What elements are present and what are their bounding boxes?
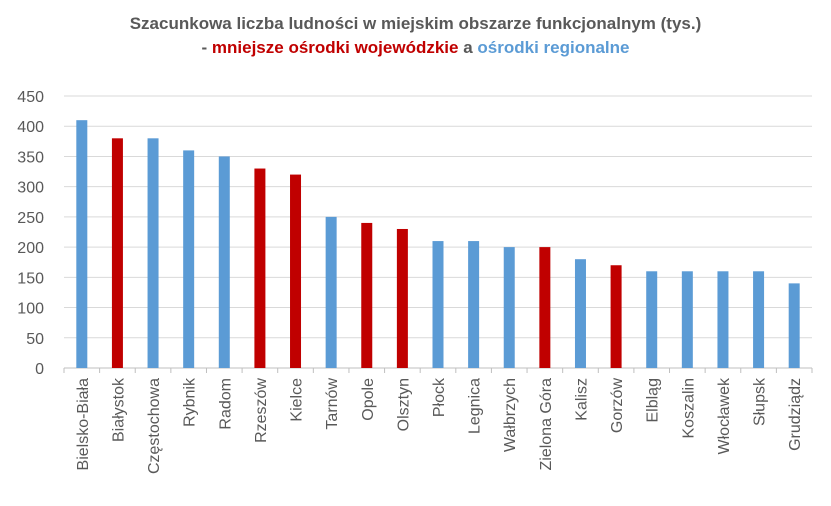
y-tick-label: 200 xyxy=(17,240,44,257)
x-tick-label: Radom xyxy=(217,378,234,430)
bar xyxy=(788,283,800,368)
x-tick-label: Słupsk xyxy=(752,377,769,426)
subtitle-red-text: mniejsze ośrodki wojewódzkie xyxy=(211,38,459,57)
x-tick-label: Tarnów xyxy=(324,378,341,430)
bar xyxy=(396,228,408,368)
x-tick-label: Opole xyxy=(360,378,377,421)
x-tick-label: Rzeszów xyxy=(253,378,270,443)
chart-title: Szacunkowa liczba ludności w miejskim ob… xyxy=(129,14,702,33)
x-tick-label: Legnica xyxy=(467,378,484,434)
bar xyxy=(432,241,444,368)
x-tick-label: Kielce xyxy=(289,378,306,422)
y-tick-label: 400 xyxy=(17,119,44,136)
x-tick-label: Elbląg xyxy=(645,378,662,422)
x-tick-label: Bielsko-Biała xyxy=(75,378,92,471)
y-tick-label: 250 xyxy=(17,210,44,227)
x-tick-label: Kalisz xyxy=(573,378,590,421)
x-tick-label: Grudziądz xyxy=(787,378,804,451)
x-tick-label: Wałbrzych xyxy=(502,378,519,452)
bar xyxy=(254,168,266,368)
bar xyxy=(610,265,622,368)
bar xyxy=(574,259,586,368)
subtitle-connector: a xyxy=(458,38,478,57)
bar xyxy=(325,216,337,368)
bar xyxy=(290,174,302,368)
bar xyxy=(753,271,765,368)
subtitle-blue-text: ośrodki regionalne xyxy=(477,38,630,57)
x-tick-label: Rybnik xyxy=(182,377,199,427)
y-tick-label: 350 xyxy=(17,149,44,166)
x-tick-label: Włocławek xyxy=(716,377,733,454)
x-tick-label: Olsztyn xyxy=(395,378,412,431)
subtitle-prefix: - xyxy=(201,38,212,57)
x-tick-label: Zielona Góra xyxy=(538,378,555,471)
bar xyxy=(218,156,230,368)
chart-subtitle: - mniejsze ośrodki wojewódzkie a ośrodki… xyxy=(0,36,831,60)
x-tick-label: Koszalin xyxy=(680,378,697,438)
y-tick-label: 100 xyxy=(17,301,44,318)
y-tick-label: 450 xyxy=(17,89,44,106)
bar xyxy=(111,138,123,368)
bar xyxy=(147,138,159,368)
bar xyxy=(503,247,515,368)
chart-title-block: Szacunkowa liczba ludności w miejskim ob… xyxy=(0,12,831,60)
x-tick-label: Gorzów xyxy=(609,378,626,434)
x-tick-label: Płock xyxy=(431,377,448,417)
bar xyxy=(361,222,373,368)
x-tick-label: Białystok xyxy=(110,377,127,442)
bar xyxy=(183,150,195,368)
y-tick-label: 0 xyxy=(35,361,44,378)
bar xyxy=(468,241,480,368)
y-tick-label: 150 xyxy=(17,270,44,287)
y-tick-label: 50 xyxy=(26,331,44,348)
bar xyxy=(539,247,551,368)
y-tick-label: 300 xyxy=(17,180,44,197)
x-tick-label: Częstochowa xyxy=(146,378,163,474)
bar xyxy=(646,271,658,368)
bar xyxy=(717,271,729,368)
bar xyxy=(681,271,693,368)
bar xyxy=(76,120,88,368)
